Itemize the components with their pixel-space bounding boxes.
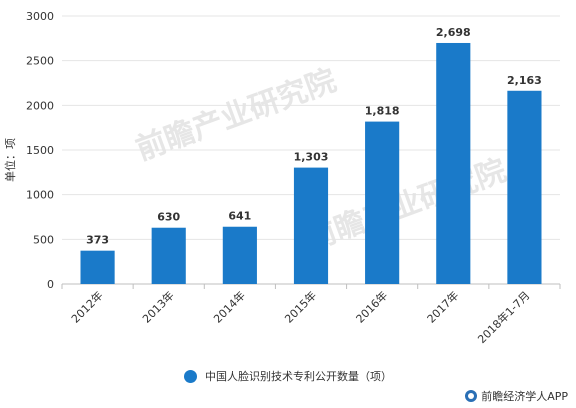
x-tick-label: 2018年1-7月 [475,288,533,346]
y-tick-label: 1000 [26,189,54,202]
y-axis-label: 单位：项 [3,138,17,182]
y-tick-label: 0 [47,278,54,291]
data-label: 373 [86,234,109,247]
legend-swatch [184,369,197,383]
x-tick-label: 2014年 [211,288,248,325]
data-label: 630 [157,211,180,224]
bar [222,226,257,284]
x-axis-ticks: 2012年 2013年 2014年 2015年 2016年 2017年 2018年1-7月 [61,284,561,346]
bars [80,42,542,284]
bar [80,250,115,284]
legend-label: 中国人脸识别技术专利公开数量（项） [205,370,392,383]
y-tick-label: 2000 [26,99,54,112]
data-label: 641 [228,210,251,223]
y-tick-label: 3000 [26,10,54,23]
source-credit: 前瞻经济学人APP [465,388,568,404]
bar-chart: 0 500 1000 1500 2000 2500 3000 373 630 641 1,303 1… [3,10,561,346]
x-tick-label: 2013年 [139,288,176,325]
x-tick-label: 2016年 [353,288,390,325]
source-label: 前瞻经济学人APP [481,390,568,403]
data-label: 1,818 [365,105,400,118]
data-label: 2,163 [507,74,542,87]
bar [293,167,329,284]
bar [436,42,471,284]
y-tick-label: 2500 [26,55,54,68]
bar [507,90,542,284]
bar [365,121,400,284]
data-labels: 373 630 641 1,303 1,818 2,698 2,163 [86,26,542,247]
y-tick-label: 1500 [26,144,54,157]
data-label: 2,698 [436,26,471,39]
x-tick-label: 2012年 [68,288,105,325]
legend: 中国人脸识别技术专利公开数量（项） [0,364,576,388]
bar [151,227,186,284]
y-axis-ticks: 0 500 1000 1500 2000 2500 3000 [26,10,54,291]
y-tick-label: 500 [33,233,54,246]
x-tick-label: 2017年 [424,288,461,325]
x-tick-label: 2015年 [282,288,319,325]
logo-icon [465,390,478,402]
data-label: 1,303 [294,151,329,164]
